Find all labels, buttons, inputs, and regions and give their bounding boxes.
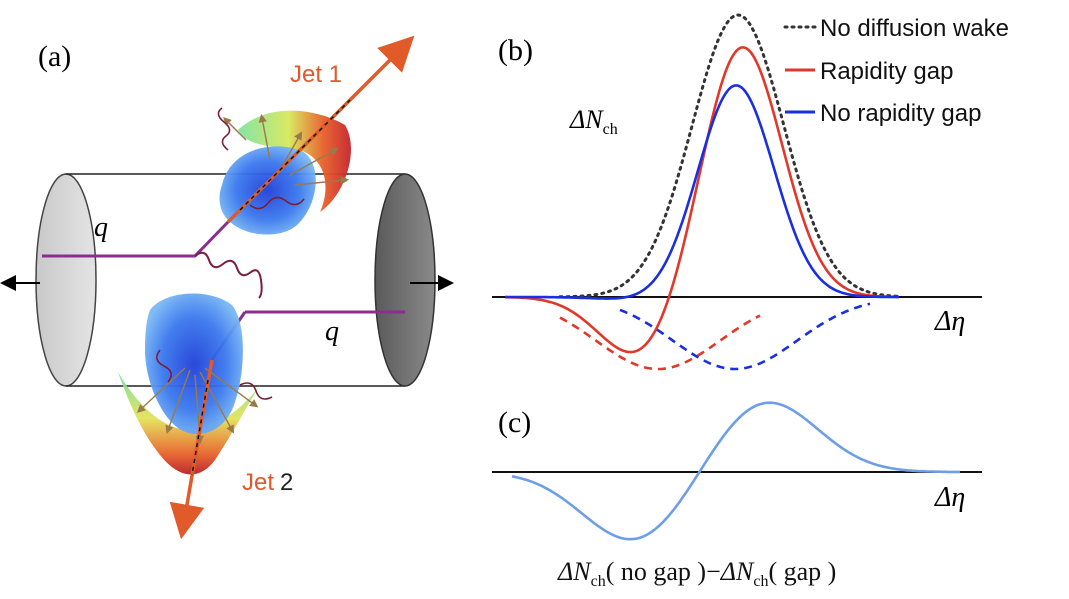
jet1-dashed-axis <box>239 99 351 211</box>
legend-label-2: No rapidity gap <box>820 100 981 127</box>
panel-b-ylabel: ΔNch <box>569 105 618 138</box>
jet2-label: Jet 2 <box>242 469 293 496</box>
caption-sub-1: ch <box>591 573 606 590</box>
ylabel-main: ΔN <box>569 105 604 134</box>
panel-b: (b) ΔNch Δη No diffusion wake Rapidity g… <box>492 13 1009 371</box>
gluon-exchange <box>194 251 263 299</box>
jet2-medium-response <box>118 293 273 540</box>
left-disk <box>35 173 97 387</box>
panel-b-xlabel: Δη <box>934 306 965 337</box>
jet2-number: 2 <box>280 469 293 496</box>
jet1-medium-response <box>217 35 415 235</box>
panel-a: (a) q q <box>0 35 454 540</box>
panel-c-label: (c) <box>498 406 531 439</box>
curve-no-rapidity-gap <box>505 84 899 300</box>
caption-sub-2: ch <box>753 573 768 590</box>
quark-label-top: q <box>94 212 108 243</box>
caption-no-gap: ( no gap )− <box>606 557 721 586</box>
radiated-gluon-1 <box>217 107 231 151</box>
panel-c-xlabel: Δη <box>934 482 965 513</box>
jet2-blob <box>145 293 243 435</box>
jet2-dashed-axis <box>191 379 209 476</box>
panel-c-caption: ΔNch( no gap )−ΔNch( gap ) <box>557 557 836 590</box>
caption-delta-n-1: ΔN <box>557 557 592 586</box>
curve-rapidity-gap-wake <box>559 314 761 371</box>
jet2-wake <box>118 372 262 475</box>
quark-label-bottom: q <box>325 316 339 347</box>
jet2-word: Jet <box>242 469 274 496</box>
jet2-arrow <box>169 359 214 540</box>
curve-difference <box>511 401 960 541</box>
curve-no-diffusion-wake <box>558 13 902 299</box>
legend-label-1: Rapidity gap <box>820 58 953 85</box>
curve-no-rapidity-gap-wake <box>619 302 871 371</box>
radiated-gluon-3 <box>239 382 273 400</box>
panel-c: (c) Δη ΔNch( no gap )−ΔNch( gap ) <box>492 401 982 590</box>
collision-cylinder <box>0 173 454 387</box>
jet1-blob <box>219 146 316 235</box>
ylabel-sub: ch <box>603 121 618 138</box>
caption-delta-n-2: ΔN <box>720 557 755 586</box>
caption-gap: ( gap ) <box>768 557 836 586</box>
panel-a-label: (a) <box>38 40 71 73</box>
radiated-gluon-4 <box>156 349 172 383</box>
jet1-label: Jet 1 <box>290 61 342 88</box>
legend: No diffusion wake Rapidity gap No rapidi… <box>783 15 1009 127</box>
radiated-gluon-2 <box>249 196 305 210</box>
jet1-wake <box>238 110 351 212</box>
legend-label-0: No diffusion wake <box>820 15 1009 42</box>
curve-rapidity-gap <box>505 45 899 354</box>
right-disk <box>374 173 436 387</box>
panel-b-label: (b) <box>498 34 533 67</box>
